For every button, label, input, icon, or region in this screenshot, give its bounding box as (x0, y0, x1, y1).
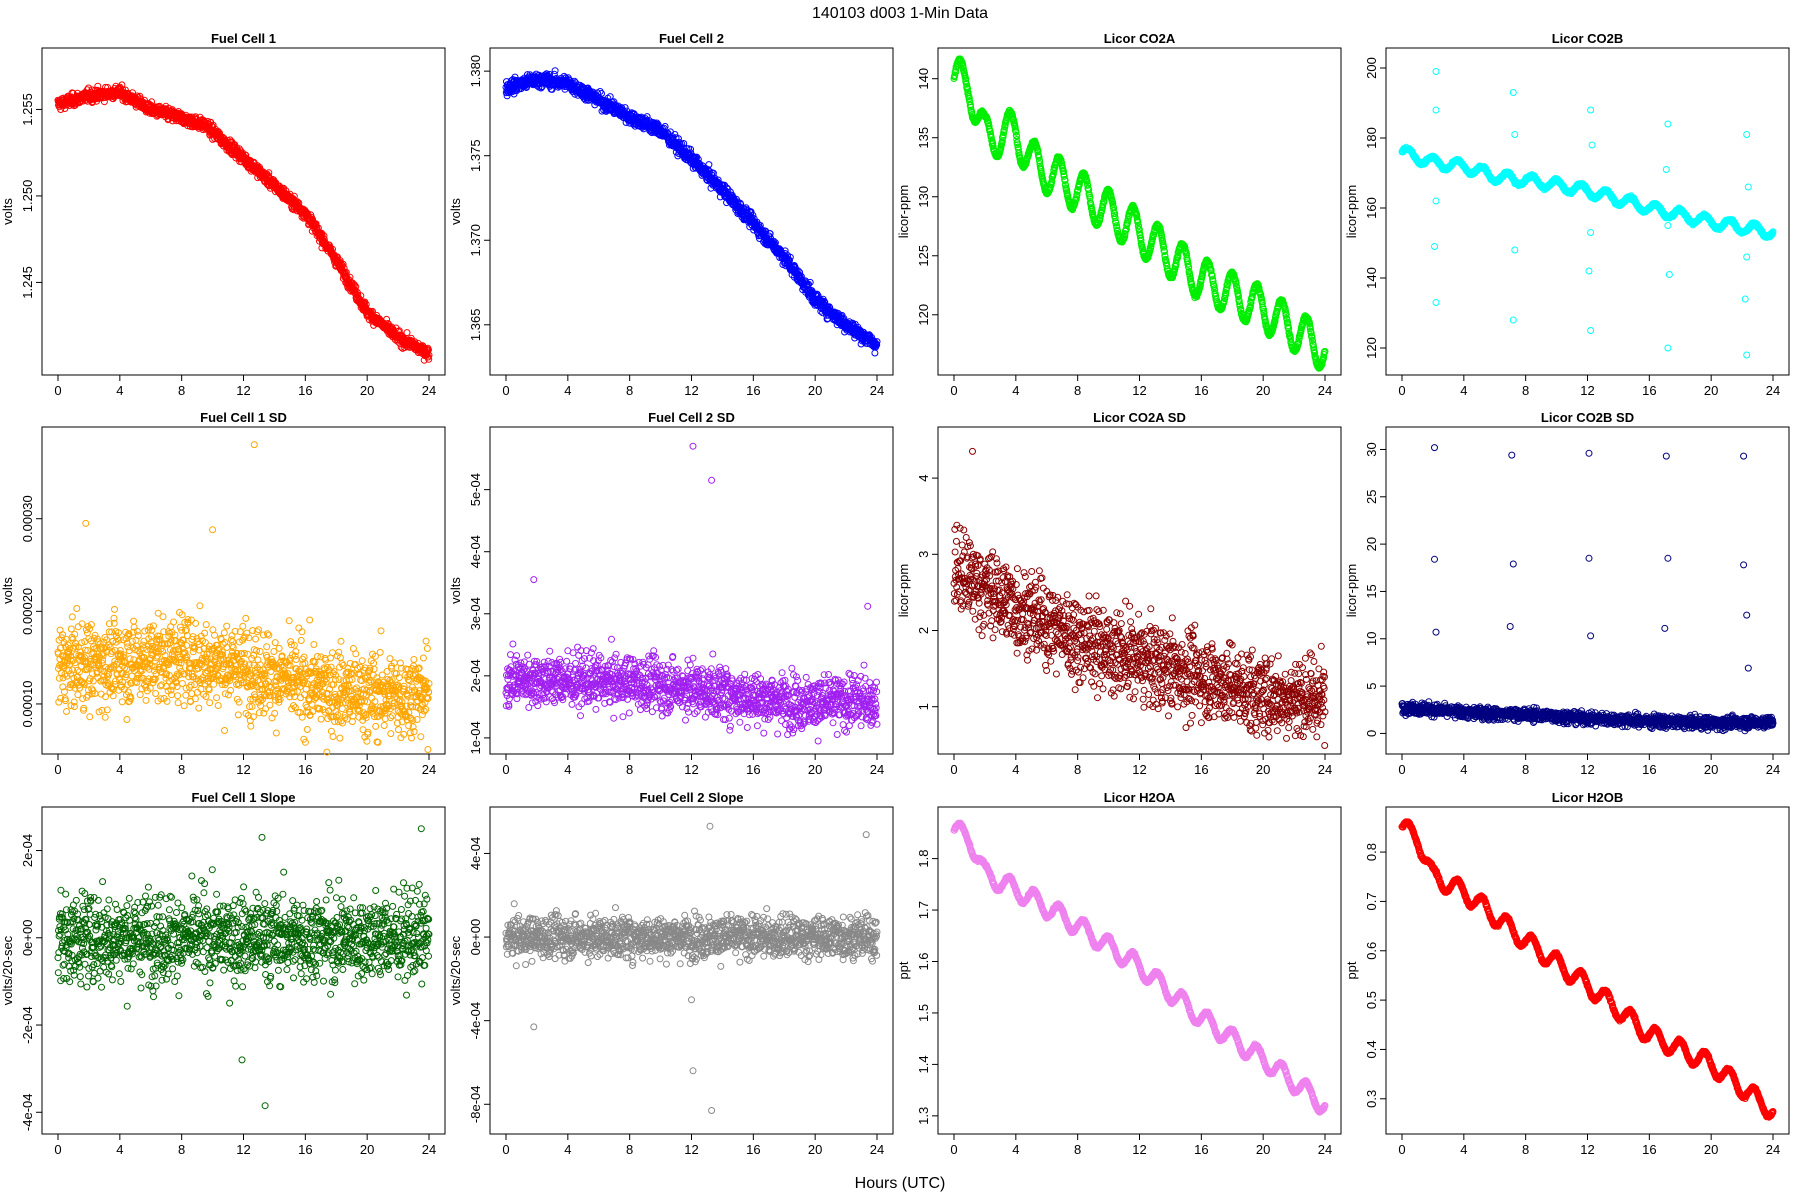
plot-frame (1386, 48, 1789, 375)
y-tick-label: 1.255 (20, 93, 35, 126)
y-axis-label: volts (448, 198, 463, 225)
plot-frame (490, 48, 893, 375)
x-axis: 0 4 8 12 16 20 24 (54, 375, 436, 398)
y-tick-label: 180 (1364, 127, 1379, 149)
y-tick-label: 125 (916, 245, 931, 267)
x-tick-label: 8 (1074, 383, 1081, 398)
x-tick-label: 24 (422, 383, 436, 398)
x-axis: 0 4 8 12 16 20 24 (502, 375, 884, 398)
y-axis: 120 140 160 180 200 (1364, 57, 1386, 359)
x-tick-label: 24 (1318, 383, 1332, 398)
x-tick-label: 16 (1642, 383, 1656, 398)
x-tick-label: 4 (1012, 383, 1019, 398)
panel-grid: Fuel Cell 1 0 4 8 12 16 20 24 1.245 1.250 1.255 vol… (0, 31, 1789, 1157)
y-axis: 120 125 130 135 140 (916, 68, 938, 326)
data-point (101, 99, 107, 105)
y-tick-label: 1.380 (468, 55, 483, 88)
x-tick-label: 0 (502, 383, 509, 398)
panel-fuel-cell-1: Fuel Cell 1 0 4 8 12 16 20 24 1.245 1.250 1.255 vol… (0, 31, 445, 398)
x-tick-label: 24 (870, 383, 884, 398)
x-tick-label: 4 (1460, 383, 1467, 398)
y-tick-label: 1.250 (20, 180, 35, 213)
plot-frame (938, 48, 1341, 375)
y-tick-label: 120 (916, 304, 931, 326)
y-axis-label: volts (0, 198, 15, 225)
y-tick-label: 1.245 (20, 266, 35, 299)
y-tick-label: 140 (1364, 267, 1379, 289)
y-tick-label: 160 (1364, 197, 1379, 219)
y-tick-label: 1.365 (468, 309, 483, 342)
x-tick-label: 20 (808, 383, 822, 398)
y-tick-label: 200 (1364, 57, 1379, 79)
y-axis: 1.365 1.370 1.375 1.380 (468, 55, 490, 341)
data-point (404, 330, 410, 336)
x-tick-label: 0 (1398, 383, 1405, 398)
data-points (951, 56, 1328, 371)
x-tick-label: 12 (1580, 383, 1594, 398)
x-tick-label: 0 (950, 383, 957, 398)
data-points (1399, 69, 1776, 359)
y-axis: 1.245 1.250 1.255 (20, 93, 42, 299)
x-axis: 0 4 8 12 16 20 24 (950, 375, 1332, 398)
x-axis: 0 4 8 12 16 20 24 (1398, 375, 1780, 398)
x-tick-label: 12 (684, 383, 698, 398)
y-axis-label: licor-ppm (1344, 185, 1359, 238)
y-tick-label: 140 (916, 68, 931, 90)
x-tick-label: 20 (360, 383, 374, 398)
data-point (552, 68, 558, 74)
panel-licor-co2a: Licor CO2A 0 4 8 12 16 20 24 120 125 130 135 140 lico… (896, 31, 1341, 398)
x-tick-label: 16 (1194, 383, 1208, 398)
panel-title: Fuel Cell 1 (211, 31, 276, 46)
x-tick-label: 24 (1766, 383, 1780, 398)
x-tick-label: 20 (1256, 383, 1270, 398)
x-tick-label: 8 (178, 383, 185, 398)
x-tick-label: 12 (236, 383, 250, 398)
figure-title: 140103 d003 1-Min Data (812, 5, 988, 22)
data-points (503, 68, 880, 356)
x-tick-label: 4 (116, 383, 123, 398)
x-tick-label: 16 (298, 383, 312, 398)
panel-title: Fuel Cell 2 (659, 31, 724, 46)
x-tick-label: 0 (54, 383, 61, 398)
panel-title: Licor CO2B (1552, 31, 1624, 46)
x-tick-label: 8 (626, 383, 633, 398)
y-tick-label: 1.370 (468, 224, 483, 257)
y-axis-label: licor-ppm (896, 185, 911, 238)
y-tick-label: 1.375 (468, 139, 483, 172)
panel-fuel-cell-2: Fuel Cell 20 4 8 12 16 20 241.3651.3701.3751.3… (448, 31, 893, 398)
panel-title: Licor CO2A (1104, 31, 1176, 46)
x-tick-label: 20 (1704, 383, 1718, 398)
data-points (55, 82, 432, 363)
y-tick-label: 135 (916, 127, 931, 149)
data-point (872, 350, 878, 356)
y-tick-label: 120 (1364, 337, 1379, 359)
y-tick-label: 130 (916, 186, 931, 208)
x-tick-label: 4 (564, 383, 571, 398)
panel-licor-co2b: Licor CO2B 0 4 8 12 16 20 24 120 140 160 180 200 lico… (1344, 31, 1789, 398)
x-tick-label: 16 (746, 383, 760, 398)
x-tick-label: 8 (1522, 383, 1529, 398)
x-tick-label: 12 (1132, 383, 1146, 398)
